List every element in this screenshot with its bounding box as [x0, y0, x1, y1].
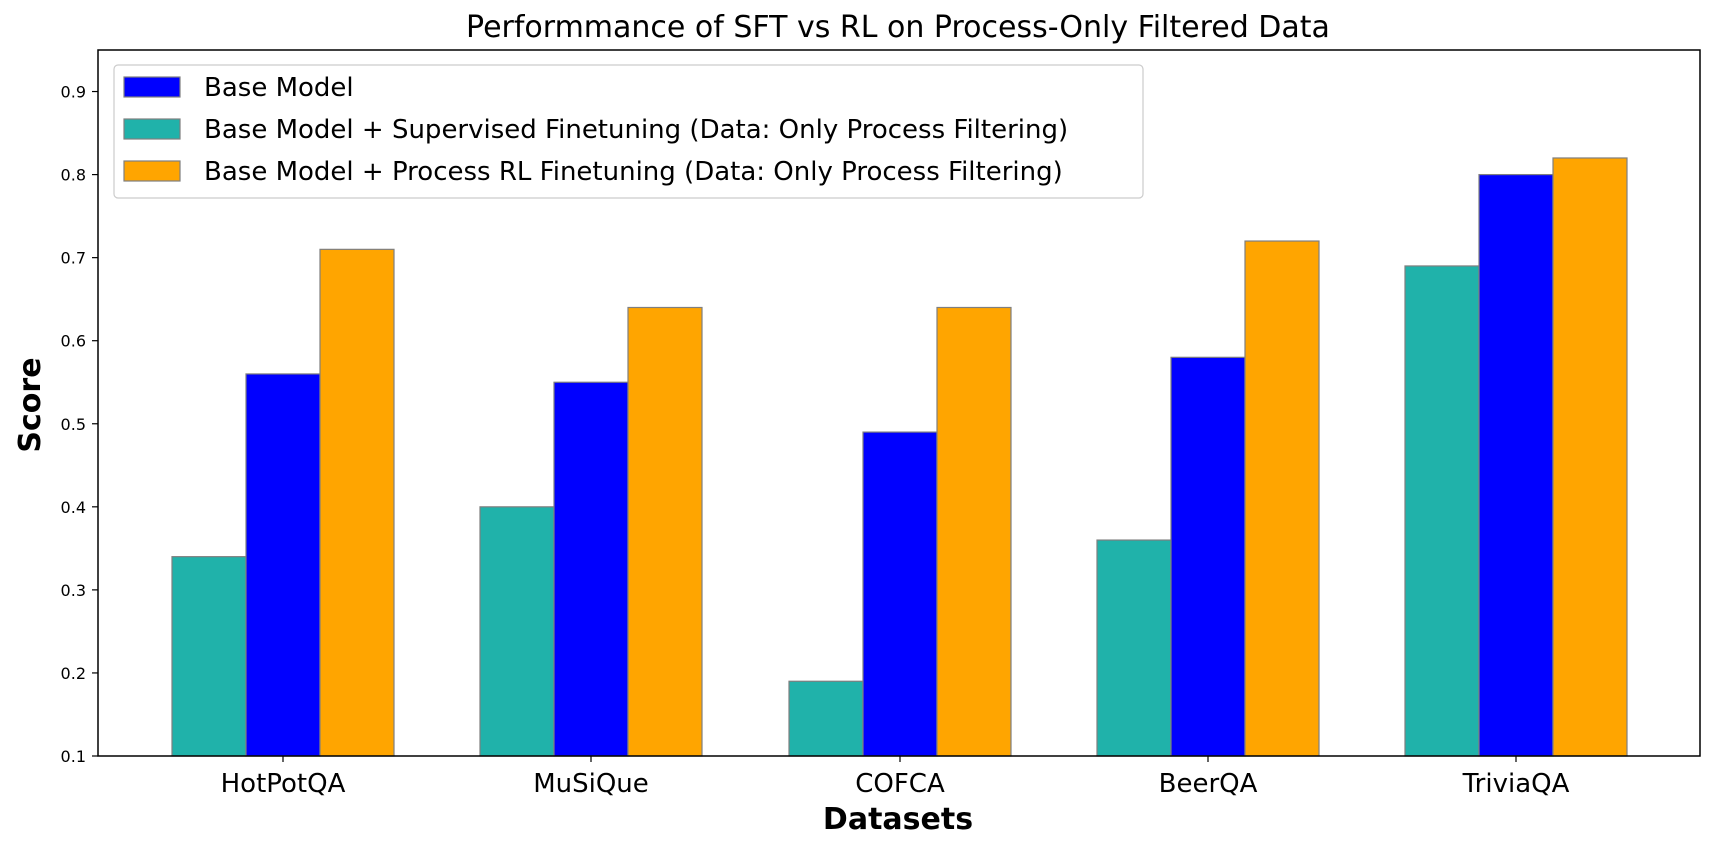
bar	[171, 556, 247, 757]
chart-title: Performmance of SFT vs RL on Process-Onl…	[466, 10, 1330, 45]
bar	[319, 248, 395, 757]
bar	[245, 373, 321, 757]
y-tick-label: 0.5	[61, 415, 86, 434]
bar	[936, 306, 1012, 757]
legend-swatch	[123, 76, 181, 98]
bar	[788, 680, 864, 757]
y-tick-label: 0.7	[61, 249, 86, 268]
bar	[1552, 157, 1628, 757]
y-tick-label: 0.4	[61, 498, 86, 517]
x-tick-label: TriviaQA	[1462, 769, 1570, 799]
legend-swatch	[123, 118, 181, 140]
bar	[1478, 173, 1554, 757]
x-tick-label: BeerQA	[1159, 769, 1258, 799]
y-tick-label: 0.6	[61, 332, 86, 351]
legend-label: Base Model + Supervised Finetuning (Data…	[204, 115, 1068, 145]
y-axis-title: Score	[13, 357, 48, 452]
legend-swatch	[123, 160, 181, 182]
y-tick-label: 0.2	[61, 664, 86, 683]
bar	[1170, 356, 1246, 757]
y-tick-label: 0.9	[61, 83, 86, 102]
x-axis-title: Datasets	[823, 802, 973, 837]
y-tick-label: 0.3	[61, 581, 86, 600]
legend-label: Base Model + Process RL Finetuning (Data…	[204, 157, 1063, 187]
bar	[479, 506, 555, 757]
bar	[1404, 265, 1480, 757]
legend-box	[113, 64, 1144, 199]
bar	[1244, 240, 1320, 757]
legend-label: Base Model	[204, 73, 354, 103]
bar	[1096, 539, 1172, 757]
bar	[553, 381, 629, 757]
bar	[627, 306, 703, 757]
y-tick-label: 0.1	[61, 747, 86, 766]
legend: Base Model Base Model + Supervised Finetu…	[113, 64, 1144, 199]
axes-frame	[97, 49, 1701, 757]
axes-layer: 0.1 0.2 0.3 0.4 0.5 0.6 0.7 0.8 0.9 HotPotQA MuSiQ…	[61, 49, 1701, 799]
y-tick-label: 0.8	[61, 166, 86, 185]
bar	[862, 431, 938, 757]
x-tick-label: MuSiQue	[533, 769, 649, 799]
x-tick-label: COFCA	[855, 769, 945, 799]
bars-layer	[171, 157, 1628, 757]
x-tick-label: HotPotQA	[221, 769, 346, 799]
